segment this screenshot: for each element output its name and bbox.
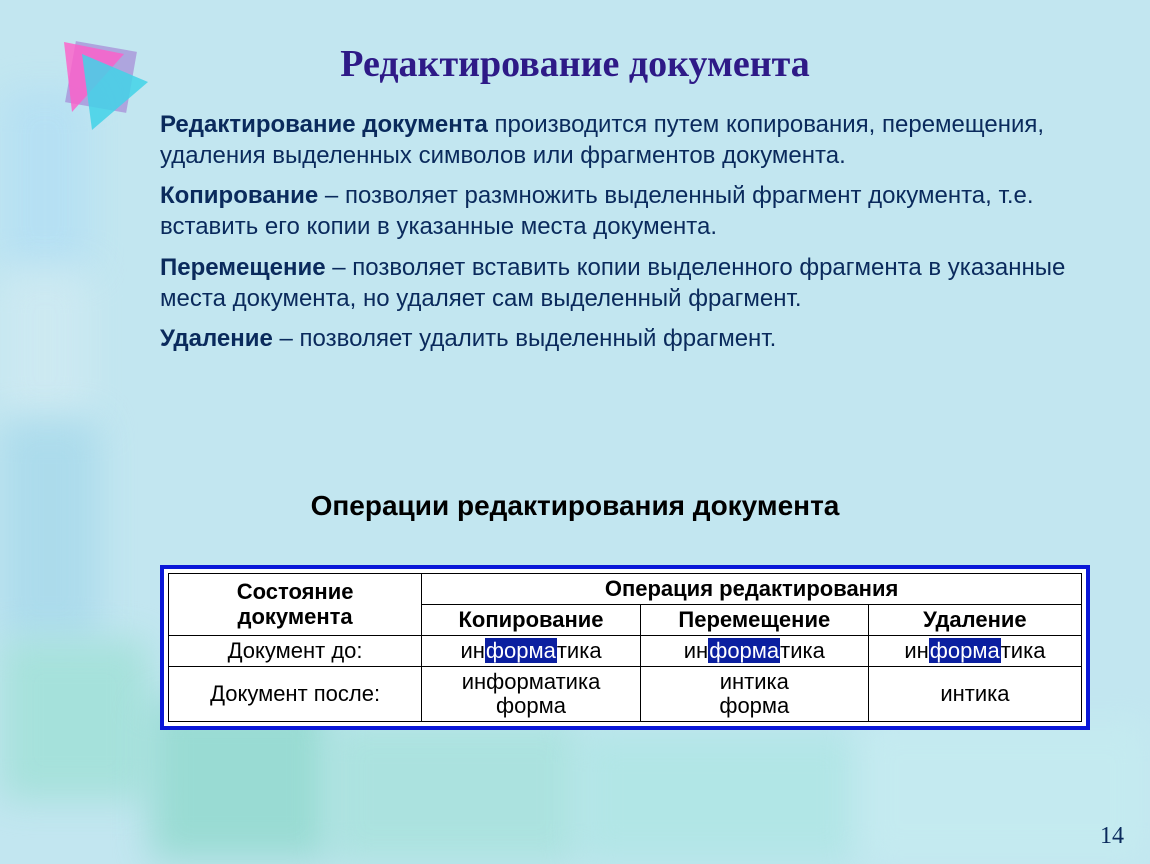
subtitle: Операции редактирования документа [0, 490, 1150, 522]
term-copy: Копирование [160, 182, 318, 209]
table-header-row: Состояние документа Операция редактирова… [169, 574, 1082, 605]
corner-decor-icon [52, 34, 162, 144]
header-state-l2: документа [238, 604, 353, 629]
cell-del-before: информатика [868, 636, 1081, 667]
slide-title: Редактирование документа [0, 42, 1150, 86]
para-move: Перемещение – позволяет вставить копии в… [160, 253, 1090, 314]
term-editing: Редактирование документа [160, 111, 488, 138]
para-delete-rest: – позволяет удалить выделенный фрагмент. [273, 325, 776, 352]
col-delete: Удаление [868, 605, 1081, 636]
table-row-after: Документ после: информатика форма интика… [169, 667, 1082, 722]
col-copy: Копирование [422, 605, 641, 636]
cell-copy-before: информатика [422, 636, 641, 667]
header-state: Состояние документа [169, 574, 422, 636]
page-number: 14 [1100, 823, 1124, 850]
cell-del-after: интика [868, 667, 1081, 722]
term-move: Перемещение [160, 254, 326, 281]
para-copy: Копирование – позволяет размножить выдел… [160, 181, 1090, 242]
header-operation: Операция редактирования [422, 574, 1082, 605]
cell-move-before: информатика [640, 636, 868, 667]
para-delete: Удаление – позволяет удалить выделенный … [160, 324, 1090, 355]
operations-table: Состояние документа Операция редактирова… [160, 565, 1090, 730]
term-delete: Удаление [160, 325, 273, 352]
row-label-before: Документ до: [169, 636, 422, 667]
col-move: Перемещение [640, 605, 868, 636]
cell-move-after: интика форма [640, 667, 868, 722]
table-row-before: Документ до: информатика информатика инф… [169, 636, 1082, 667]
cell-copy-after: информатика форма [422, 667, 641, 722]
row-label-after: Документ после: [169, 667, 422, 722]
body-text: Редактирование документа производится пу… [160, 110, 1090, 365]
header-state-l1: Состояние [237, 579, 354, 604]
para-editing: Редактирование документа производится пу… [160, 110, 1090, 171]
